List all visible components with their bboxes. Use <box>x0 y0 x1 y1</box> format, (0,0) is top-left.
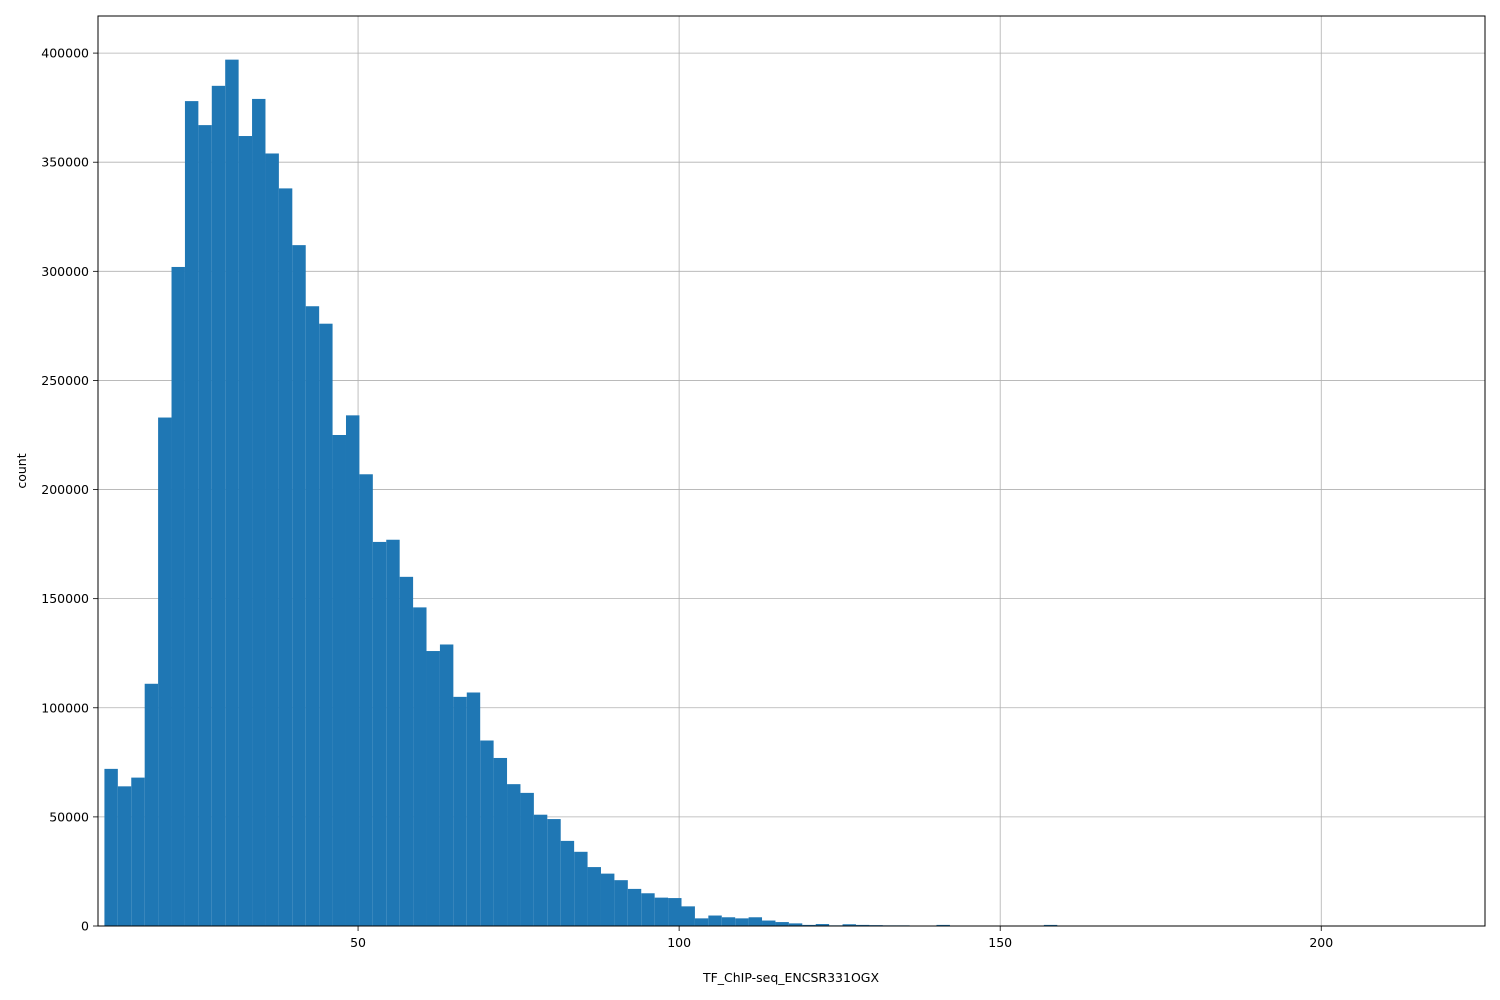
y-tick-label: 200000 <box>41 482 89 497</box>
histogram-bar <box>493 757 508 926</box>
histogram-bar <box>815 924 830 926</box>
histogram-bar <box>668 898 682 926</box>
histogram-bar <box>225 59 239 927</box>
y-tick-label: 250000 <box>41 373 89 388</box>
histogram-bar <box>762 920 776 926</box>
histogram-bar <box>453 696 467 926</box>
y-tick-label: 300000 <box>41 264 89 279</box>
histogram-bar <box>735 918 749 926</box>
histogram-bar <box>708 915 722 926</box>
x-tick-label: 100 <box>667 935 691 950</box>
histogram-bar <box>319 323 333 926</box>
histogram-bar <box>802 924 816 926</box>
histogram-bar <box>292 245 306 926</box>
y-tick-label: 150000 <box>41 591 89 606</box>
histogram-bar <box>507 784 521 926</box>
histogram-bar <box>936 924 950 926</box>
histogram-bar <box>587 867 601 926</box>
histogram-bar <box>238 136 253 926</box>
y-tick-label: 50000 <box>49 809 89 824</box>
histogram-bar <box>681 906 695 926</box>
histogram-bar <box>158 417 172 926</box>
y-tick-label: 350000 <box>41 155 89 170</box>
histogram-bar <box>265 153 279 927</box>
histogram-bar <box>614 880 628 926</box>
y-tick-label: 100000 <box>41 700 89 715</box>
histogram-bar <box>600 873 615 926</box>
histogram-bar <box>198 125 212 926</box>
histogram-bar <box>399 576 414 926</box>
y-axis-ticks: 0 50000 100000 150000 200000 250000 300000 3500… <box>41 46 98 934</box>
x-axis-label: TF_ChIP-seq_ENCSR331OGX <box>702 970 880 985</box>
histogram-bar <box>694 918 709 926</box>
plot-frame <box>97 15 1486 927</box>
histogram-bar <box>748 917 763 926</box>
histogram-bar <box>171 266 185 926</box>
histogram-bar <box>345 415 360 926</box>
histogram-bar <box>721 917 736 926</box>
histogram-bar <box>842 924 856 926</box>
histogram-bar <box>533 814 548 926</box>
histogram-bar <box>574 851 588 926</box>
histogram-bar <box>117 786 132 926</box>
histogram-bar <box>439 644 454 926</box>
histogram-bar <box>641 893 655 926</box>
y-axis-label: count <box>14 453 29 488</box>
histogram-bar <box>184 101 199 926</box>
bars-layer <box>104 59 1447 927</box>
y-tick-label: 400000 <box>41 46 89 61</box>
histogram-bar <box>520 792 534 926</box>
histogram-bar <box>332 434 346 926</box>
histogram-bar <box>466 692 481 926</box>
histogram-bar <box>131 777 145 926</box>
histogram-bar <box>372 541 387 926</box>
histogram-bar <box>359 474 373 926</box>
histogram-bar <box>855 924 870 926</box>
histogram-bar <box>426 651 440 926</box>
histogram-bar <box>278 188 293 927</box>
histogram-bar <box>654 897 669 926</box>
histogram-bar <box>627 888 642 926</box>
histogram-bar <box>386 539 400 926</box>
histogram-bar <box>144 683 159 926</box>
histogram-bar <box>305 306 320 926</box>
x-tick-label: 150 <box>988 935 1012 950</box>
histogram-bar <box>480 740 494 926</box>
y-tick-label: 0 <box>81 919 89 934</box>
histogram-bar <box>211 85 226 926</box>
x-tick-label: 50 <box>350 935 366 950</box>
histogram-bar <box>788 923 803 926</box>
histogram-bar <box>413 607 427 926</box>
x-axis-ticks: 50 100 150 200 <box>350 926 1333 950</box>
histogram-bar <box>560 840 575 926</box>
histogram-bar <box>104 768 118 926</box>
histogram-bar <box>775 922 789 926</box>
histogram-bar <box>252 98 266 926</box>
histogram-bar <box>547 819 561 926</box>
x-tick-label: 200 <box>1309 935 1333 950</box>
histogram-bar <box>1043 924 1058 926</box>
